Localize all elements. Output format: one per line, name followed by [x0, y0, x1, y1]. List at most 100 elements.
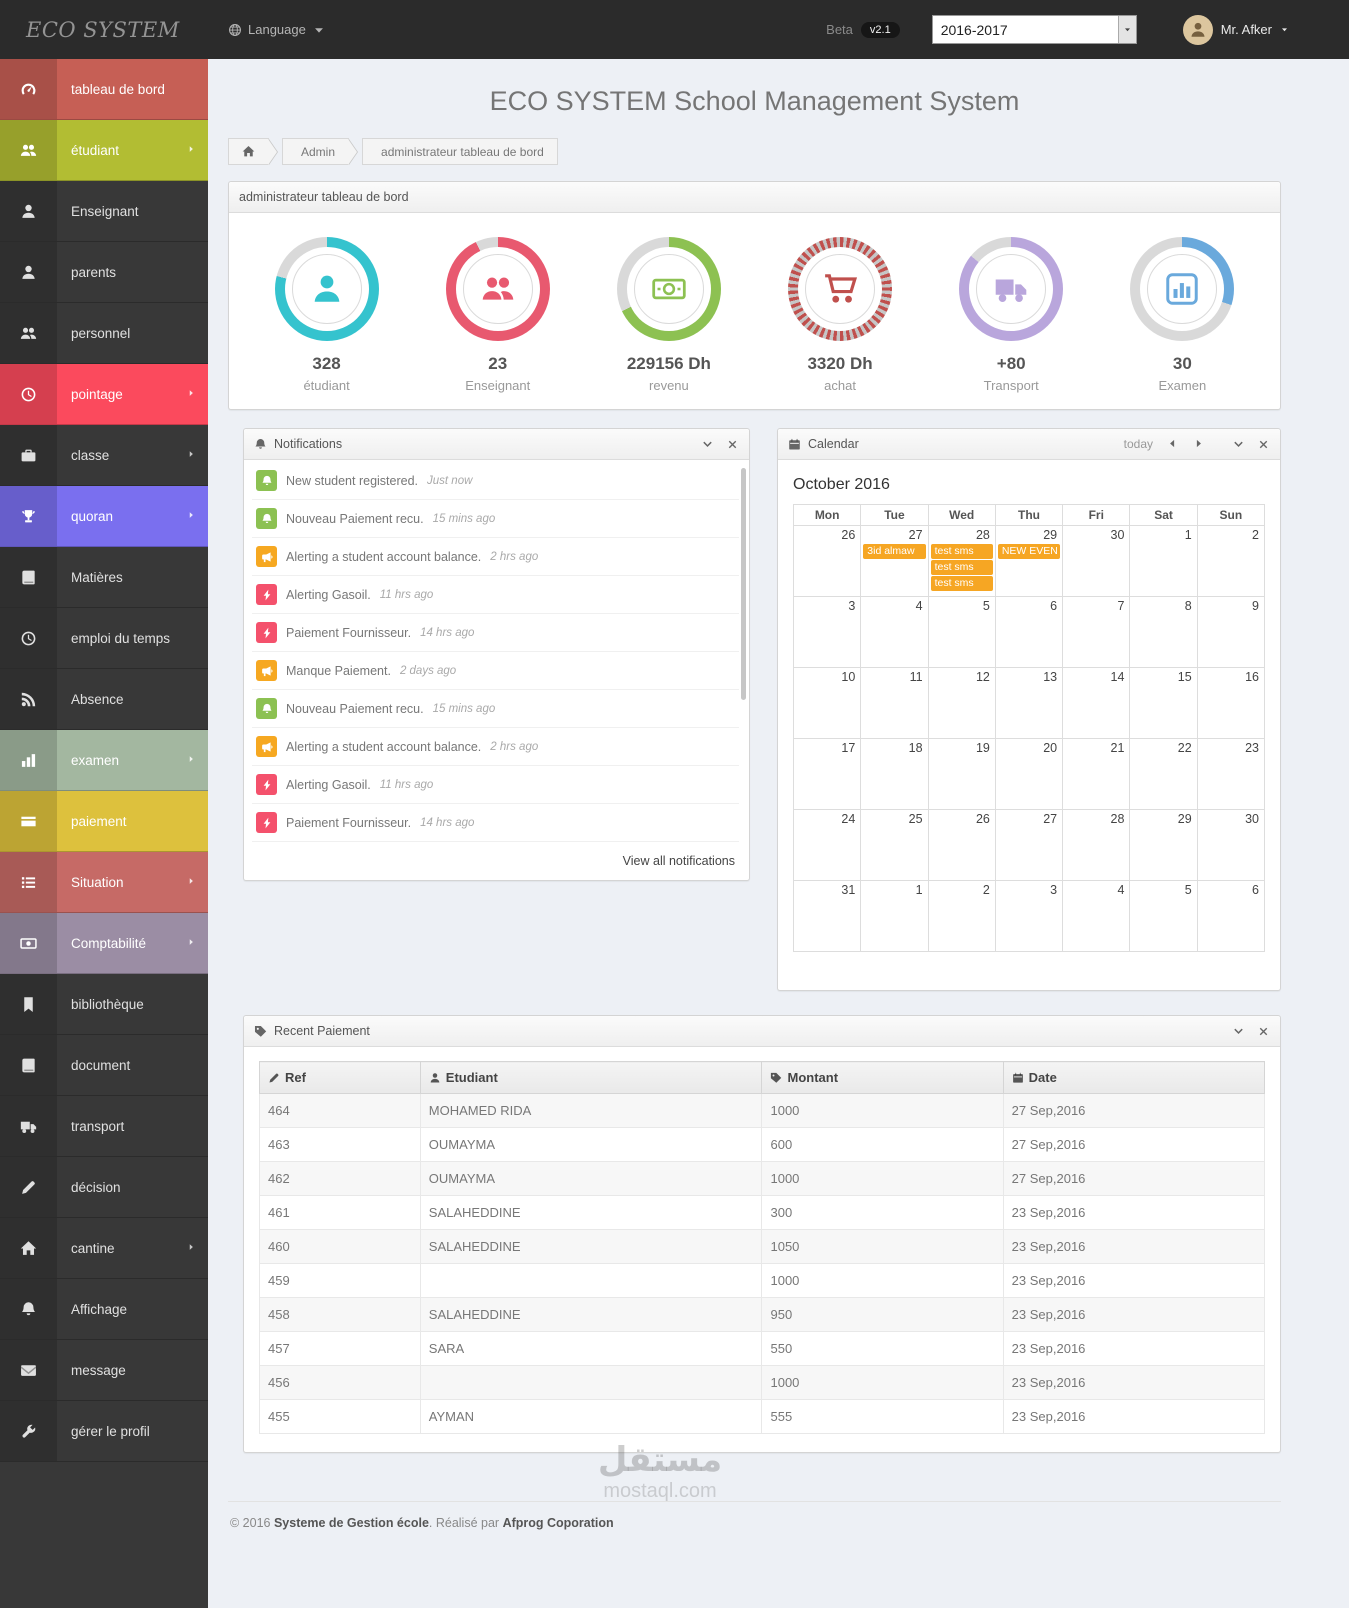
sidebar-item-quoran[interactable]: quoran [0, 486, 208, 547]
calendar-day-cell[interactable]: 31 [792, 880, 862, 952]
calendar-day-cell[interactable]: 2 [1196, 525, 1266, 597]
calendar-day-cell[interactable]: 28 [1062, 809, 1131, 881]
calendar-day-cell[interactable]: 16 [1196, 667, 1266, 739]
calendar-day-cell[interactable]: 23 [1196, 738, 1266, 810]
sidebar-item-personnel[interactable]: personnel [0, 303, 208, 364]
notifications-scrollbar[interactable] [741, 468, 746, 700]
sidebar-item-matieres[interactable]: Matières [0, 547, 208, 608]
calendar-day-cell[interactable]: 27 [994, 809, 1064, 881]
calendar-day-cell[interactable]: 13 [994, 667, 1064, 739]
calendar-day-cell[interactable]: 1 [860, 880, 929, 952]
calendar-day-cell[interactable]: 21 [1062, 738, 1131, 810]
payments-column-date[interactable]: Date [1002, 1061, 1266, 1094]
calendar-day-cell[interactable]: 18 [860, 738, 929, 810]
calendar-day-cell[interactable]: 25 [860, 809, 929, 881]
calendar-day-cell[interactable]: 28 test sms test sms test sms [927, 525, 996, 597]
calendar-day-cell[interactable]: 5 [1129, 880, 1198, 952]
stat-examen[interactable]: 30 Examen [1103, 237, 1261, 393]
view-all-notifications-link[interactable]: View all notifications [622, 854, 735, 868]
payment-row[interactable]: 455 AYMAN 555 23 Sep,2016 [259, 1399, 1266, 1434]
calendar-day-cell[interactable]: 26 [792, 525, 862, 597]
notification-item[interactable]: Manque Paiement. 2 days ago [252, 652, 739, 690]
calendar-day-cell[interactable]: 30 [1196, 809, 1266, 881]
payment-row[interactable]: 457 SARA 550 23 Sep,2016 [259, 1331, 1266, 1366]
sidebar-item-cantine[interactable]: cantine [0, 1218, 208, 1279]
calendar-event[interactable]: 3id almaw [863, 544, 926, 559]
breadcrumb-admin[interactable]: Admin [282, 138, 350, 165]
stat-revenu[interactable]: 229156 Dh revenu [590, 237, 748, 393]
notification-item[interactable]: Nouveau Paiement recu. 15 mins ago [252, 500, 739, 538]
calendar-event[interactable]: test sms [930, 560, 993, 575]
calendar-event[interactable]: NEW EVEN [997, 544, 1061, 559]
notification-item[interactable]: Paiement Fournisseur. 14 hrs ago [252, 804, 739, 842]
calendar-day-cell[interactable]: 3 [792, 596, 862, 668]
notification-item[interactable]: Alerting a student account balance. 2 hrs… [252, 728, 739, 766]
calendar-event[interactable]: test sms [930, 576, 993, 591]
calendar-day-cell[interactable]: 17 [792, 738, 862, 810]
calendar-day-cell[interactable]: 10 [792, 667, 862, 739]
calendar-day-cell[interactable]: 6 [994, 596, 1064, 668]
calendar-day-cell[interactable]: 24 [792, 809, 862, 881]
calendar-day-cell[interactable]: 20 [994, 738, 1064, 810]
calendar-day-cell[interactable]: 7 [1062, 596, 1131, 668]
sidebar-item-gerer-le-profil[interactable]: gérer le profil [0, 1401, 208, 1462]
calendar-day-cell[interactable]: 12 [927, 667, 996, 739]
sidebar-item-transport[interactable]: transport [0, 1096, 208, 1157]
calendar-day-cell[interactable]: 15 [1129, 667, 1198, 739]
calendar-day-cell[interactable]: 3 [994, 880, 1064, 952]
calendar-day-cell[interactable]: 27 3id almaw [860, 525, 929, 597]
payment-row[interactable]: 460 SALAHEDDINE 1050 23 Sep,2016 [259, 1229, 1266, 1264]
sidebar-item-classe[interactable]: classe [0, 425, 208, 486]
sidebar-item-etudiant[interactable]: étudiant [0, 120, 208, 181]
collapse-icon[interactable] [1232, 1025, 1245, 1038]
sidebar-item-enseignant[interactable]: Enseignant [0, 181, 208, 242]
stat-transport[interactable]: +80 Transport [932, 237, 1090, 393]
calendar-prev-button[interactable] [1166, 437, 1179, 451]
calendar-day-cell[interactable]: 2 [927, 880, 996, 952]
calendar-day-cell[interactable]: 4 [860, 596, 929, 668]
payment-row[interactable]: 463 OUMAYMA 600 27 Sep,2016 [259, 1127, 1266, 1162]
sidebar-item-pointage[interactable]: pointage [0, 364, 208, 425]
calendar-day-cell[interactable]: 19 [927, 738, 996, 810]
calendar-day-cell[interactable]: 14 [1062, 667, 1131, 739]
payments-column-ref[interactable]: Ref [259, 1061, 421, 1094]
sidebar-item-decision[interactable]: décision [0, 1157, 208, 1218]
calendar-day-cell[interactable]: 5 [927, 596, 996, 668]
notification-item[interactable]: New student registered. Just now [252, 462, 739, 500]
sidebar-item-bibliotheque[interactable]: bibliothèque [0, 974, 208, 1035]
select-arrow-icon[interactable] [1117, 16, 1136, 43]
calendar-day-cell[interactable]: 29 [1129, 809, 1198, 881]
app-logo[interactable]: ECO SYSTEM [26, 17, 180, 42]
stat-achat[interactable]: 3320 Dh achat [761, 237, 919, 393]
sidebar-item-paiement[interactable]: paiement [0, 791, 208, 852]
calendar-day-cell[interactable]: 11 [860, 667, 929, 739]
calendar-day-cell[interactable]: 1 [1129, 525, 1198, 597]
user-menu[interactable]: Mr. Afker [1182, 14, 1289, 45]
year-select[interactable]: 2016-2017 [931, 15, 1137, 44]
sidebar-item-tableau-de-bord[interactable]: tableau de bord [0, 59, 208, 120]
sidebar-item-examen[interactable]: examen [0, 730, 208, 791]
language-menu[interactable]: Language [228, 22, 326, 37]
calendar-event[interactable]: test sms [930, 544, 993, 559]
sidebar-item-parents[interactable]: parents [0, 242, 208, 303]
sidebar-item-message[interactable]: message [0, 1340, 208, 1401]
stat-etudiant[interactable]: 328 étudiant [248, 237, 406, 393]
calendar-day-cell[interactable]: 29 NEW EVEN [994, 525, 1064, 597]
close-icon[interactable] [1257, 1025, 1270, 1038]
payments-column-etudiant[interactable]: Etudiant [419, 1061, 763, 1094]
calendar-next-button[interactable] [1192, 437, 1205, 451]
stat-enseignant[interactable]: 23 Enseignant [419, 237, 577, 393]
notification-item[interactable]: Alerting Gasoil. 11 hrs ago [252, 576, 739, 614]
calendar-day-cell[interactable]: 6 [1196, 880, 1266, 952]
calendar-day-cell[interactable]: 26 [927, 809, 996, 881]
payment-row[interactable]: 461 SALAHEDDINE 300 23 Sep,2016 [259, 1195, 1266, 1230]
payments-column-montant[interactable]: Montant [761, 1061, 1004, 1094]
sidebar-item-affichage[interactable]: Affichage [0, 1279, 208, 1340]
calendar-day-cell[interactable]: 4 [1062, 880, 1131, 952]
sidebar-item-emploi-du-temps[interactable]: emploi du temps [0, 608, 208, 669]
payment-row[interactable]: 459 1000 23 Sep,2016 [259, 1263, 1266, 1298]
payment-row[interactable]: 458 SALAHEDDINE 950 23 Sep,2016 [259, 1297, 1266, 1332]
calendar-day-cell[interactable]: 30 [1062, 525, 1131, 597]
notification-item[interactable]: Nouveau Paiement recu. 15 mins ago [252, 690, 739, 728]
collapse-icon[interactable] [701, 438, 714, 451]
